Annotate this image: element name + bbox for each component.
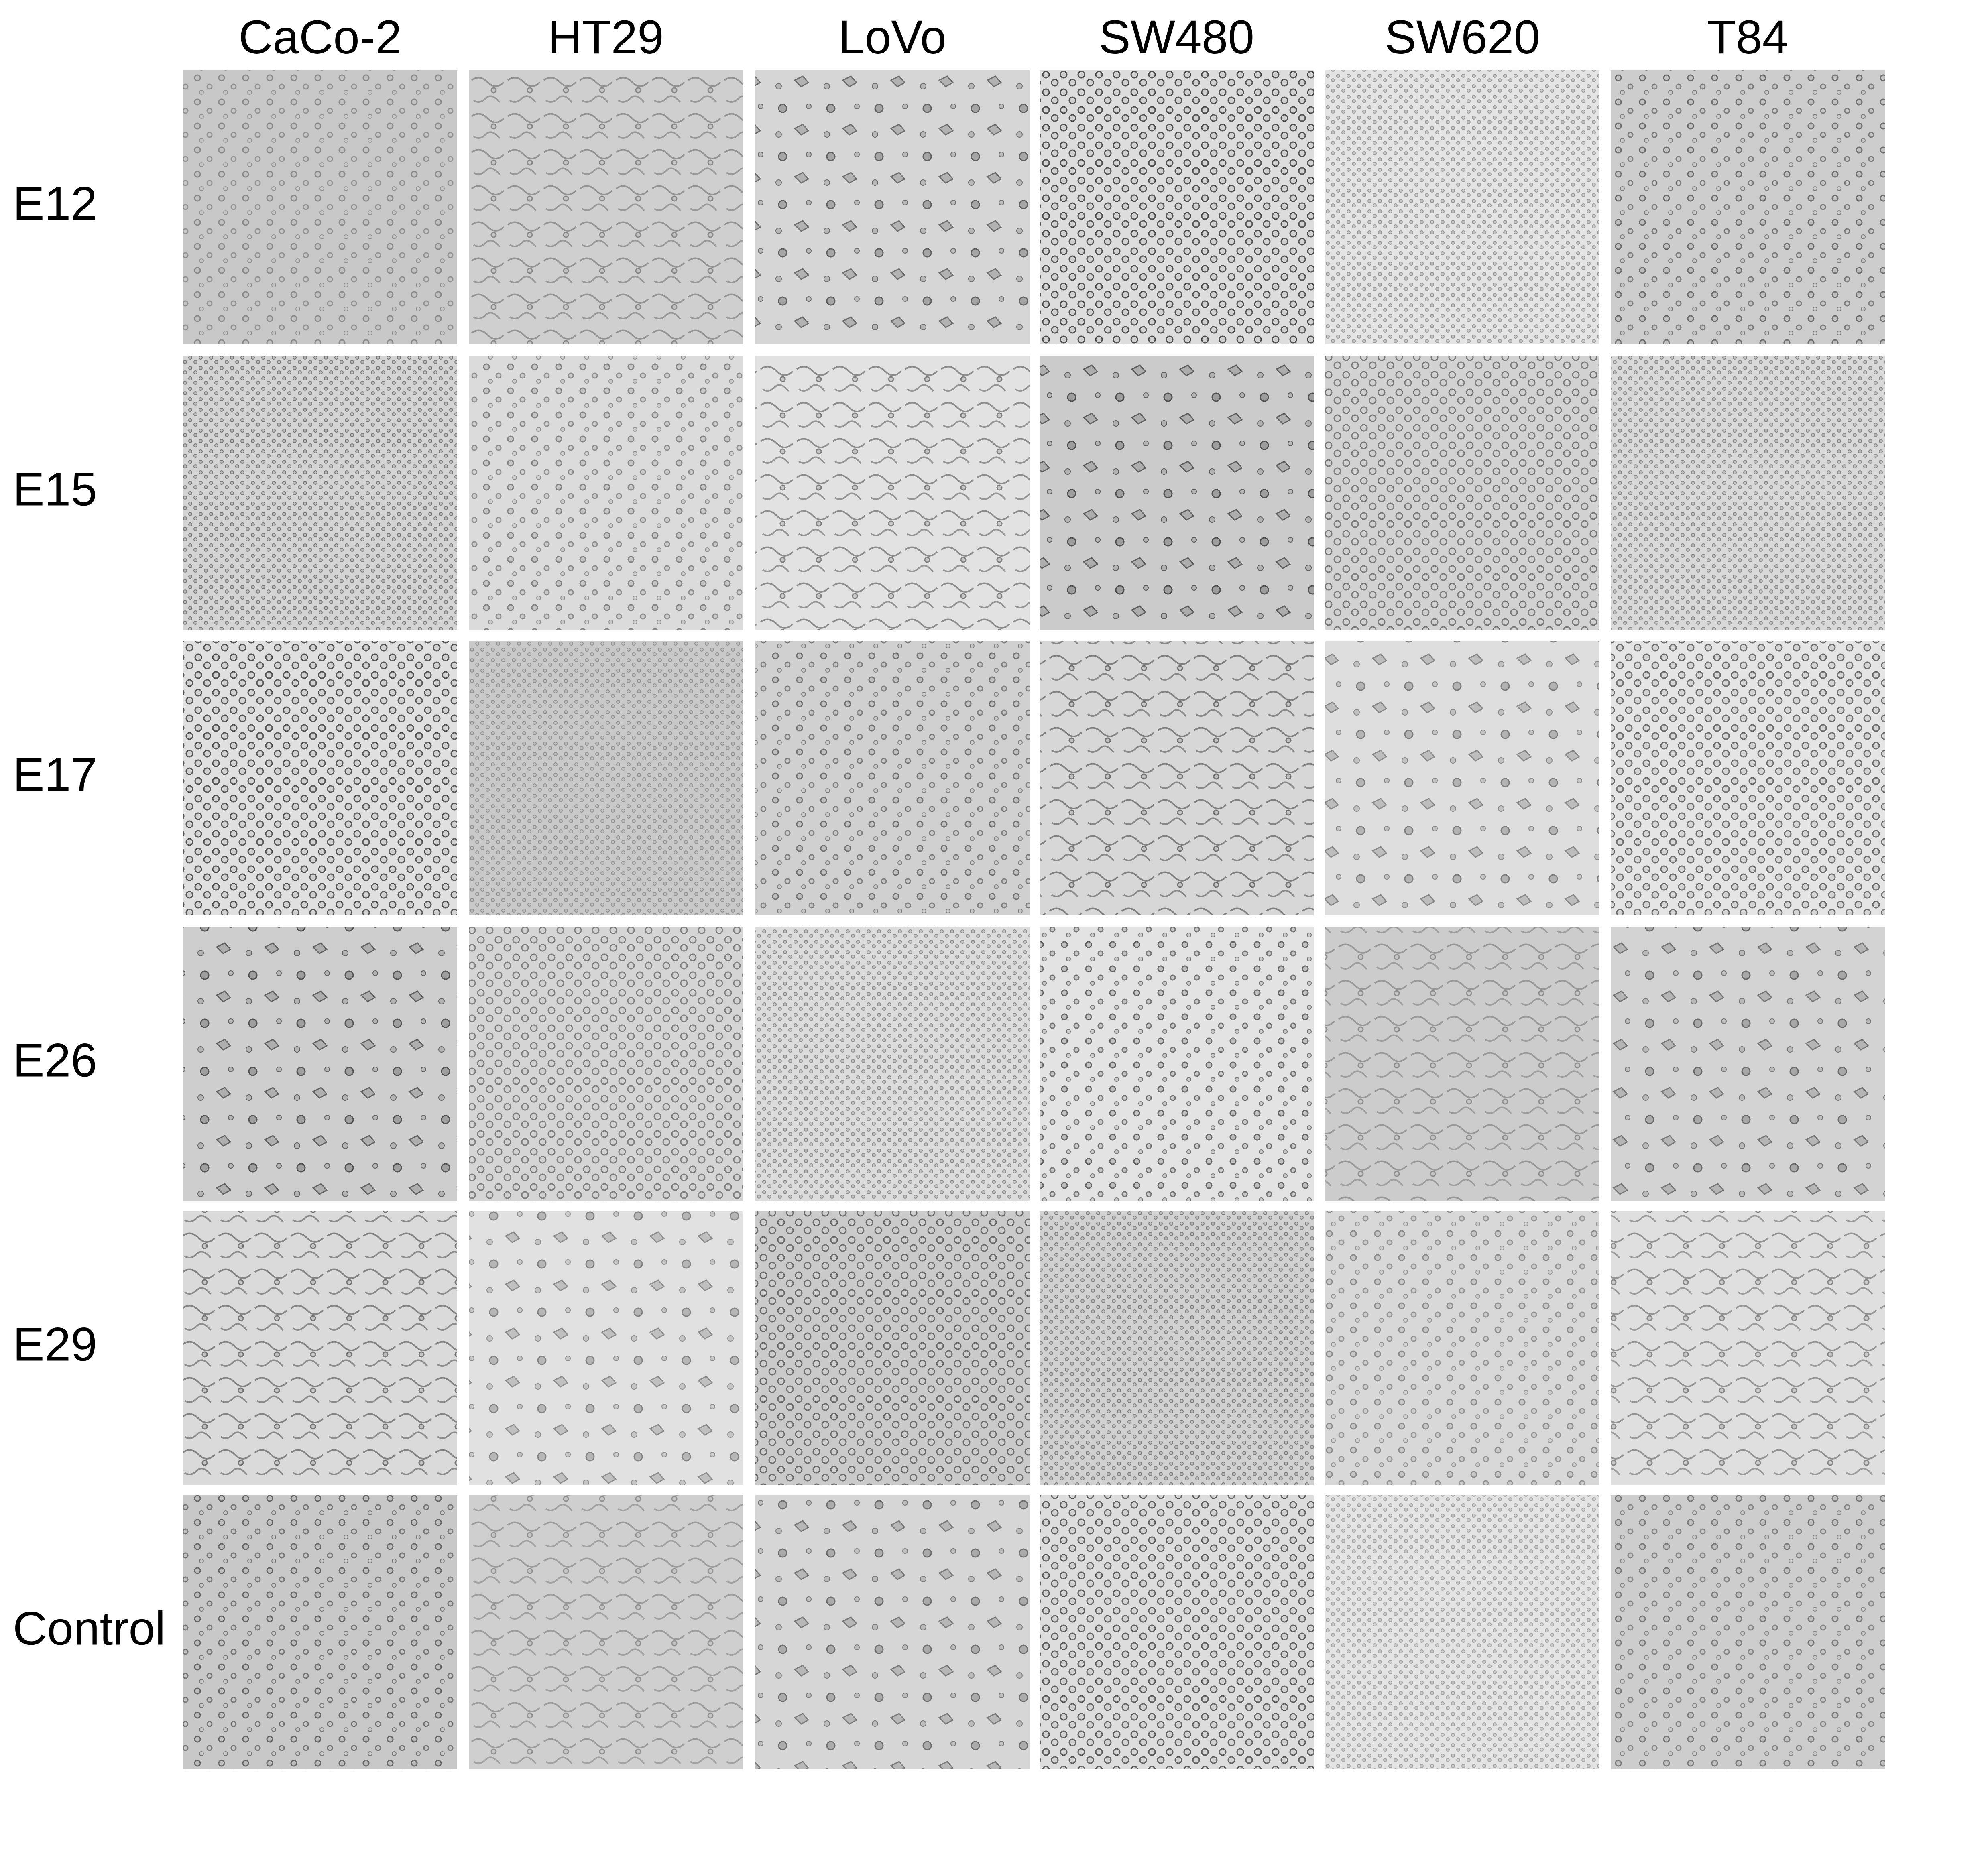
panel-texture	[469, 356, 743, 630]
column-header: T84	[1707, 11, 1789, 64]
panel-texture	[469, 641, 743, 915]
panel-texture	[1325, 1495, 1599, 1769]
panel-texture	[183, 641, 457, 915]
panel-texture	[469, 1495, 743, 1769]
micrograph-panel	[183, 1211, 457, 1485]
micrograph-panel	[183, 927, 457, 1201]
panel-texture	[1611, 1495, 1885, 1769]
micrograph-panel	[1040, 70, 1314, 344]
micrograph-panel	[1325, 927, 1599, 1201]
row-labels: E12 E15 E17 E26 E29 Control	[13, 177, 165, 1655]
panel-texture	[755, 356, 1030, 630]
micrograph-panel	[1040, 641, 1314, 915]
micrograph-panel	[755, 1211, 1030, 1485]
micrograph-panel	[1040, 1495, 1314, 1769]
micrograph-panel	[755, 927, 1030, 1201]
micrograph-panel	[1040, 356, 1314, 630]
micrograph-panel	[469, 641, 743, 915]
panel-texture	[1325, 1211, 1599, 1485]
row-label: Control	[13, 1602, 165, 1655]
micrograph-panel	[1040, 1211, 1314, 1485]
panel-texture	[1040, 70, 1314, 344]
row-label: E17	[13, 748, 97, 801]
micrograph-panel	[469, 1211, 743, 1485]
panel-texture	[1611, 641, 1885, 915]
panel-texture	[1040, 356, 1314, 630]
panel-texture	[755, 641, 1030, 915]
panel-texture	[183, 927, 457, 1201]
panel-texture	[755, 927, 1030, 1201]
micrograph-panel	[1611, 70, 1885, 344]
micrograph-panel	[755, 641, 1030, 915]
micrograph-panel	[469, 70, 743, 344]
panel-texture	[755, 1495, 1030, 1769]
micrograph-panel	[1611, 356, 1885, 630]
panels	[183, 70, 1885, 1769]
micrograph-panel	[755, 70, 1030, 344]
row-label: E26	[13, 1034, 97, 1087]
column-header: CaCo-2	[238, 11, 402, 64]
micrograph-panel	[183, 70, 457, 344]
column-header: SW620	[1385, 11, 1540, 64]
column-headers: CaCo-2 HT29 LoVo SW480 SW620 T84	[238, 11, 1789, 64]
panel-texture	[1325, 641, 1599, 915]
micrograph-panel	[1611, 1495, 1885, 1769]
panel-texture	[1040, 927, 1314, 1201]
row-label: E12	[13, 177, 97, 230]
panel-texture	[1040, 1211, 1314, 1485]
row-label: E29	[13, 1318, 97, 1371]
panel-texture	[183, 1211, 457, 1485]
micrograph-panel	[1325, 1211, 1599, 1485]
panel-texture	[755, 70, 1030, 344]
panel-texture	[1611, 356, 1885, 630]
panel-texture	[469, 70, 743, 344]
panel-texture	[469, 1211, 743, 1485]
panel-texture	[1611, 1211, 1885, 1485]
panel-texture	[1611, 927, 1885, 1201]
panel-texture	[1325, 356, 1599, 630]
micrograph-panel	[1611, 641, 1885, 915]
micrograph-panel	[1325, 70, 1599, 344]
panel-texture	[1040, 641, 1314, 915]
micrograph-panel	[1325, 1495, 1599, 1769]
micrograph-panel	[755, 1495, 1030, 1769]
micrograph-panel	[1325, 641, 1599, 915]
micrograph-panel	[183, 356, 457, 630]
panel-texture	[755, 1211, 1030, 1485]
panel-texture	[183, 70, 457, 344]
panel-texture	[1325, 927, 1599, 1201]
panel-texture	[1325, 70, 1599, 344]
column-header: SW480	[1099, 11, 1254, 64]
micrograph-panel	[183, 641, 457, 915]
panel-texture	[1611, 70, 1885, 344]
column-header: LoVo	[838, 11, 946, 64]
micrograph-panel	[1611, 1211, 1885, 1485]
micrograph-panel	[1040, 927, 1314, 1201]
row-label: E15	[13, 463, 97, 516]
micrograph-panel	[1611, 927, 1885, 1201]
panel-texture	[1040, 1495, 1314, 1769]
panel-texture	[183, 1495, 457, 1769]
micrograph-panel	[1325, 356, 1599, 630]
panel-texture	[469, 927, 743, 1201]
micrograph-panel	[183, 1495, 457, 1769]
micrograph-panel	[469, 1495, 743, 1769]
micrograph-panel	[755, 356, 1030, 630]
panel-texture	[183, 356, 457, 630]
column-header: HT29	[548, 11, 664, 64]
micrograph-panel	[469, 356, 743, 630]
micrograph-panel	[469, 927, 743, 1201]
